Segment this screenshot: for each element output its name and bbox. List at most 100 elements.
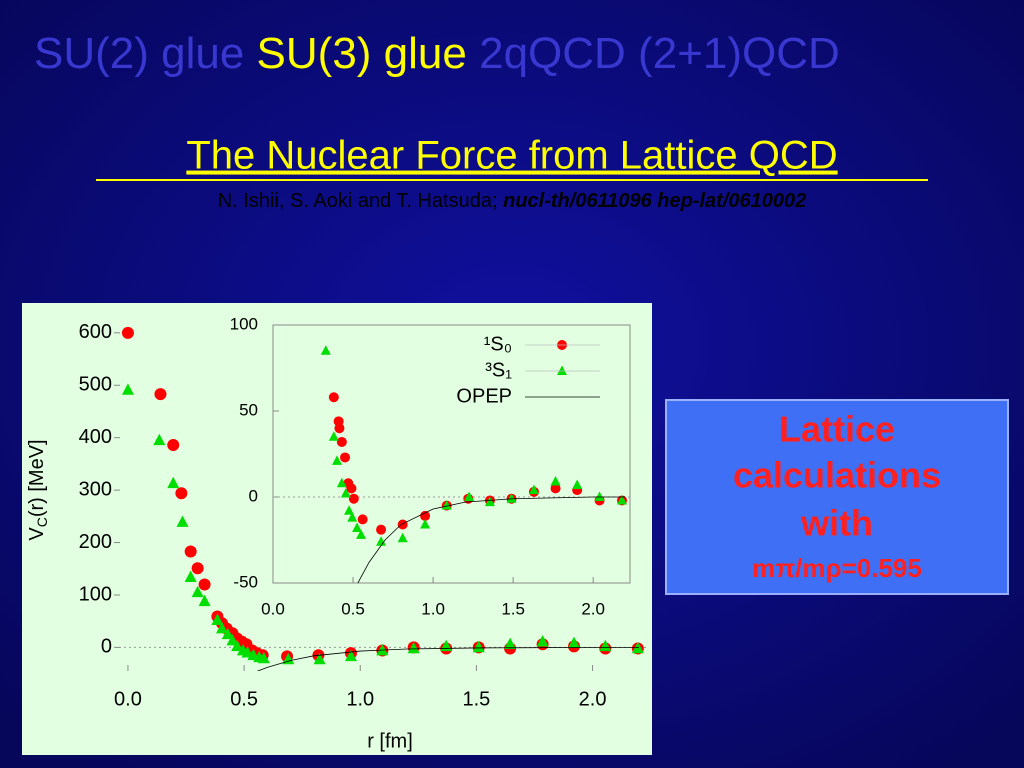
y-tick-label: 300 (79, 478, 112, 500)
data-point (340, 488, 351, 498)
x-axis-label: r [fm] (367, 730, 413, 752)
data-point (336, 436, 347, 447)
header: SU(2) glue SU(3) glue 2qQCD (2+1)QCD (34, 29, 840, 78)
data-point (347, 512, 358, 522)
x-tick-label: 1.0 (421, 599, 445, 618)
note-line: Lattice (779, 409, 895, 450)
data-point (356, 529, 367, 539)
data-point (376, 643, 389, 656)
data-point (504, 637, 517, 650)
data-point (198, 594, 211, 607)
header-part: SU(2) glue (34, 29, 244, 78)
data-point (153, 433, 166, 446)
x-tick-label: 0.0 (261, 599, 285, 618)
y-label-sub: C (34, 517, 50, 527)
data-point (320, 345, 331, 355)
note-line: calculations (733, 455, 941, 496)
x-tick-label: 1.5 (501, 599, 525, 618)
plot-points (320, 340, 627, 583)
data-point (191, 562, 204, 575)
data-point (407, 641, 420, 654)
data-point (441, 500, 452, 510)
legend-label: OPEP (456, 385, 512, 407)
data-point (506, 493, 517, 503)
legend-label: ³S₁ (485, 359, 512, 381)
y-label-main: V (26, 527, 48, 541)
data-point (616, 494, 627, 505)
data-point (121, 383, 134, 395)
data-point (352, 522, 363, 532)
y-tick-label: 100 (79, 583, 112, 605)
data-point (167, 439, 180, 452)
data-point (484, 496, 495, 507)
data-point (184, 545, 197, 558)
data-point (191, 585, 204, 598)
data-point (599, 639, 612, 652)
x-tick-label: 0.0 (114, 688, 142, 710)
note-line: with (800, 503, 873, 544)
y-tick-label: 50 (239, 400, 258, 419)
data-point (397, 519, 408, 530)
data-point (528, 484, 539, 495)
data-point (121, 326, 134, 339)
data-point (282, 652, 295, 665)
data-point (211, 613, 224, 625)
y-label-rest: (r) [MeV] (26, 439, 48, 517)
data-point (328, 431, 339, 441)
data-point (332, 455, 343, 465)
data-point (572, 479, 583, 489)
data-point (328, 392, 339, 403)
y-axis-label: VC(r) [MeV] (26, 439, 49, 540)
data-point (420, 510, 431, 521)
legend-label: ¹S₀ (484, 333, 512, 355)
y-tick-label: 600 (79, 321, 112, 343)
data-point (336, 477, 347, 488)
data-point (231, 639, 244, 652)
data-point (334, 423, 345, 434)
data-point (346, 483, 357, 494)
data-point (536, 635, 549, 647)
x-tick-label: 0.5 (341, 599, 365, 618)
legend-marker (557, 365, 567, 375)
opep-line (357, 496, 626, 583)
data-point (550, 483, 561, 494)
data-point (221, 627, 234, 640)
authors-line: N. Ishii, S. Aoki and T. Hatsuda; nucl-t… (218, 190, 806, 212)
data-point (397, 532, 408, 543)
data-point (594, 491, 605, 501)
data-point (420, 519, 431, 529)
y-tick-label: 100 (230, 314, 258, 333)
x-tick-label: 2.0 (579, 688, 607, 710)
plot-frame (272, 324, 631, 584)
y-tick-label: 400 (79, 426, 112, 448)
y-tick-label: -50 (233, 572, 258, 591)
header-part: SU(3) glue (257, 29, 467, 78)
y-tick-label: 0 (249, 486, 258, 505)
data-point (216, 621, 229, 634)
data-point (184, 570, 197, 582)
data-point (472, 640, 485, 653)
data-point (344, 649, 357, 662)
data-point (176, 515, 189, 527)
x-tick-label: 1.5 (463, 688, 491, 710)
data-point (257, 651, 270, 664)
data-point (313, 652, 326, 665)
y-tick-label: 500 (79, 374, 112, 396)
data-point (175, 487, 188, 500)
x-tick-label: 0.5 (230, 688, 258, 710)
x-tick-label: 1.0 (346, 688, 374, 710)
data-point (567, 636, 580, 649)
opep-line (256, 647, 640, 671)
plot-points (121, 326, 644, 671)
header-part: 2qQCD (2+1)QCD (479, 29, 840, 78)
data-point (198, 578, 211, 591)
note-box (665, 399, 1009, 595)
data-point (344, 505, 355, 515)
data-point (357, 514, 368, 525)
data-point (376, 536, 387, 546)
data-point (340, 452, 351, 463)
title: The Nuclear Force from Lattice QCD (186, 134, 837, 178)
data-point (154, 388, 167, 401)
y-tick-label: 200 (79, 531, 112, 553)
